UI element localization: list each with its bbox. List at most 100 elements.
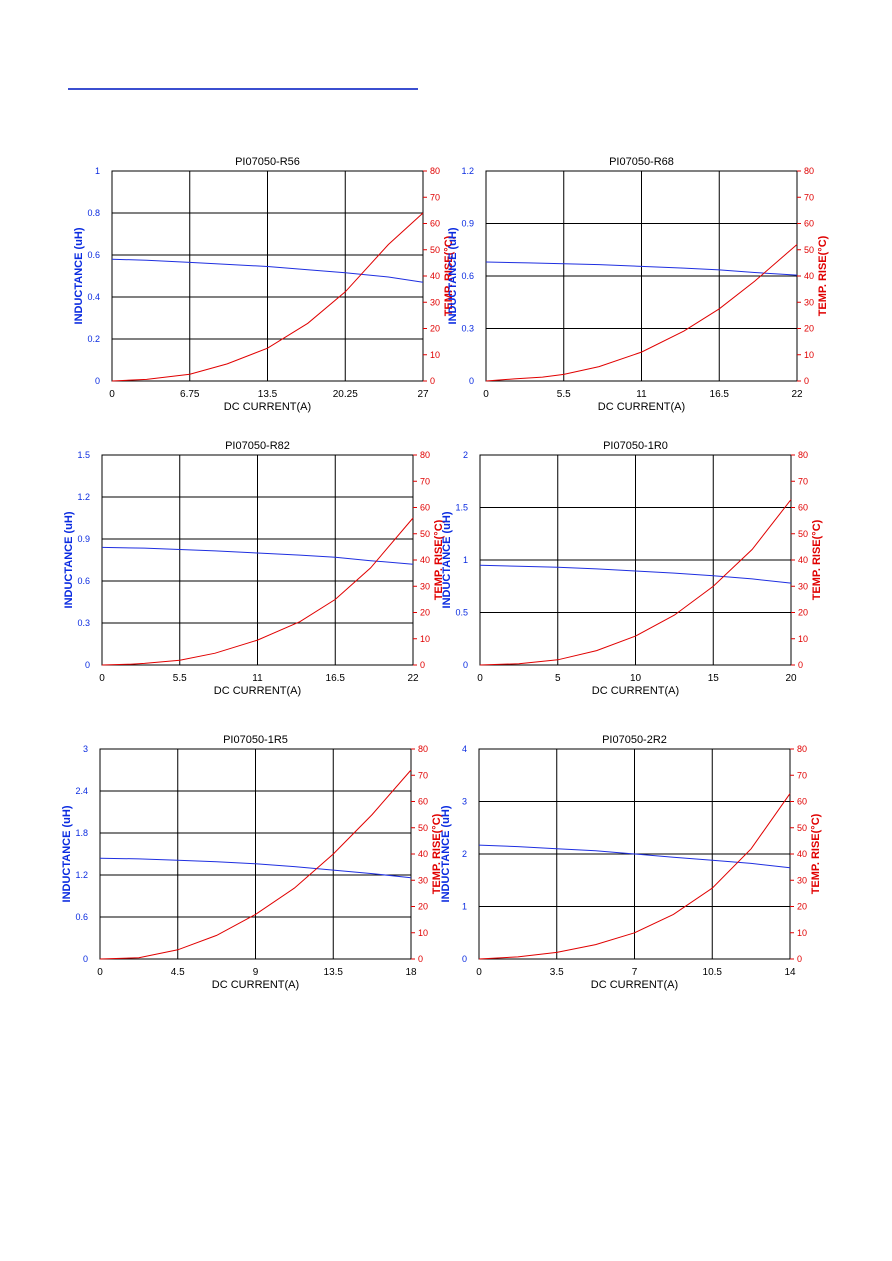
y-right-tick-label: 10	[797, 928, 807, 938]
chart-pi07050-1r0: PI07050-1R0 0 0.5 1 1.5 2 0 10 20 30 40 50 60 70 80 0 5 1…	[438, 434, 823, 704]
y-tick-label: 1.8	[75, 828, 88, 838]
y-right-tick-label: 40	[420, 555, 430, 565]
x-axis-label: DC CURRENT(A)	[591, 979, 678, 991]
inductance-curve	[485, 261, 798, 276]
chart-title: PI07050-R56	[235, 156, 300, 168]
y-tick-label: 1	[462, 902, 467, 912]
y-right-tick-label: 70	[430, 192, 440, 202]
temp-rise-curve	[479, 499, 792, 666]
y-tick-label: 4	[462, 744, 467, 754]
x-tick-label: 4.5	[171, 967, 185, 978]
y-tick-label: 2	[463, 450, 468, 460]
y-right-tick-label: 30	[418, 875, 428, 885]
y-right-tick-label: 20	[418, 902, 428, 912]
x-tick-label: 22	[791, 389, 803, 400]
y-right-tick-label: 60	[797, 797, 807, 807]
header-rule	[68, 88, 418, 90]
chart-title: PI07050-1R5	[223, 734, 288, 746]
y-right-tick-label: 30	[798, 581, 808, 591]
y-right-tick-label: 40	[797, 849, 807, 859]
y-right-tick-label: 60	[420, 503, 430, 513]
inductance-curve	[479, 564, 792, 584]
chart-title: PI07050-R68	[609, 156, 674, 168]
y-right-tick-label: 10	[420, 634, 430, 644]
y-tick-label: 2	[462, 849, 467, 859]
y-right-tick-label: 60	[804, 219, 814, 229]
y-tick-label: 0.9	[77, 534, 90, 544]
x-tick-label: 5.5	[173, 673, 187, 684]
y-right-tick-label: 0	[798, 660, 803, 670]
x-tick-label: 0	[109, 389, 115, 400]
y-right-tick-label: 80	[418, 744, 428, 754]
inductance-curve	[111, 258, 424, 283]
x-tick-label: 5	[555, 673, 561, 684]
y-right-tick-label: 70	[797, 770, 807, 780]
x-tick-label: 6.75	[180, 389, 200, 400]
y-right-tick-label: 30	[804, 297, 814, 307]
temp-rise-curve	[478, 793, 791, 960]
y-right-tick-label: 20	[430, 324, 440, 334]
x-axis-label: DC CURRENT(A)	[598, 401, 685, 413]
y-tick-label: 0	[95, 376, 100, 386]
y-tick-label: 0.6	[77, 576, 90, 586]
y-tick-label: 0.5	[455, 608, 468, 618]
x-tick-label: 18	[405, 967, 417, 978]
x-tick-label: 5.5	[557, 389, 571, 400]
y-tick-label: 1.2	[77, 492, 90, 502]
x-tick-label: 22	[407, 673, 419, 684]
y-right-tick-label: 80	[430, 166, 440, 176]
y-right-tick-label: 30	[420, 581, 430, 591]
y-tick-label: 0.2	[87, 334, 100, 344]
y-tick-label: 1.2	[75, 870, 88, 880]
chart-title: PI07050-1R0	[603, 440, 668, 452]
y-right-tick-label: 20	[798, 608, 808, 618]
chart-pi07050-r68: PI07050-R68 0 0.3 0.6 0.9 1.2 0 10 20 30 40 50 60 70 8…	[444, 150, 829, 420]
y-right-tick-label: 40	[430, 271, 440, 281]
x-axis-label: DC CURRENT(A)	[592, 685, 679, 697]
y-tick-label: 0.8	[87, 208, 100, 218]
y-tick-label: 3	[462, 797, 467, 807]
y-right-tick-label: 50	[418, 823, 428, 833]
x-tick-label: 13.5	[258, 389, 278, 400]
y-tick-label: 0.6	[75, 912, 88, 922]
chart-pi07050-2r2: PI07050-2R2 0 1 2 3 4 0 10 20 30 40 50 60 70 80 0 3.5 7 10…	[437, 728, 822, 998]
x-tick-label: 0	[99, 673, 105, 684]
y-tick-label: 0.3	[77, 618, 90, 628]
inductance-curve	[101, 546, 414, 565]
x-tick-label: 15	[708, 673, 720, 684]
x-tick-label: 9	[253, 967, 259, 978]
y-right-tick-label: 30	[797, 875, 807, 885]
y-tick-label: 1	[463, 555, 468, 565]
y-tick-label: 1	[95, 166, 100, 176]
y-axis-label-right: TEMP. RISE(°C)	[817, 235, 829, 316]
chart-title: PI07050-2R2	[602, 734, 667, 746]
y-right-tick-label: 0	[418, 954, 423, 964]
x-tick-label: 0	[97, 967, 103, 978]
y-right-tick-label: 50	[804, 245, 814, 255]
y-tick-label: 0	[469, 376, 474, 386]
x-tick-label: 11	[252, 673, 263, 684]
y-tick-label: 0.4	[87, 292, 100, 302]
y-right-tick-label: 50	[798, 529, 808, 539]
y-right-tick-label: 40	[798, 555, 808, 565]
y-axis-label-right: TEMP. RISE(°C)	[431, 813, 443, 894]
x-tick-label: 20	[785, 673, 797, 684]
y-axis-label-left: INDUCTANCE (uH)	[61, 805, 73, 902]
x-tick-label: 20.25	[333, 389, 358, 400]
y-right-tick-label: 50	[430, 245, 440, 255]
y-right-tick-label: 10	[804, 350, 814, 360]
y-right-tick-label: 70	[804, 192, 814, 202]
x-tick-label: 0	[477, 673, 483, 684]
y-right-tick-label: 60	[430, 219, 440, 229]
x-tick-label: 16.5	[326, 673, 346, 684]
y-axis-label-left: INDUCTANCE (uH)	[73, 227, 85, 324]
y-axis-label-left: INDUCTANCE (uH)	[447, 227, 459, 324]
y-right-tick-label: 80	[420, 450, 430, 460]
x-tick-label: 13.5	[324, 967, 344, 978]
y-right-tick-label: 20	[804, 324, 814, 334]
y-axis-label-right: TEMP. RISE(°C)	[433, 519, 445, 600]
y-tick-label: 0.6	[87, 250, 100, 260]
temp-rise-curve	[101, 517, 414, 666]
inductance-curve	[99, 857, 412, 879]
x-axis-label: DC CURRENT(A)	[224, 401, 311, 413]
